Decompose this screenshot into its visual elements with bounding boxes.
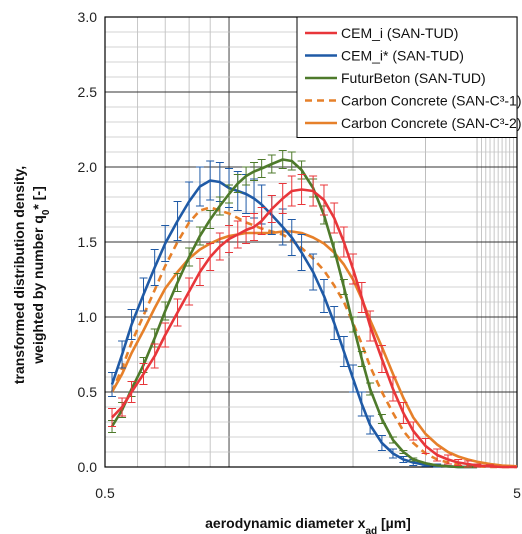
y-axis-title-sub: 0 (41, 209, 52, 215)
series-layer (108, 150, 518, 469)
y-tick-label: 3.0 (78, 9, 98, 25)
series-line (111, 188, 517, 469)
legend: CEM_i (SAN-TUD) CEM_i* (SAN-TUD) FuturBeto… (296, 16, 522, 138)
x-axis-title-unit: [µm] (377, 515, 411, 531)
y-tick-label: 2.5 (78, 84, 98, 100)
x-axis-title: aerodynamic diameter xad [µm] (205, 515, 411, 534)
series-1 (108, 174, 517, 469)
x-tick-label: 5 (513, 485, 521, 501)
y-tick-label: 2.0 (78, 159, 98, 175)
legend-label: CEM_i* (SAN-TUD) (341, 48, 464, 64)
legend-label: FuturBeton (SAN-TUD) (341, 70, 486, 86)
y-axis-title-tail: * [-] (30, 186, 46, 209)
legend-label: CEM_i (SAN-TUD) (341, 25, 458, 41)
x-tick-label: 0.5 (95, 485, 115, 501)
legend-label: Carbon Concrete (SAN-C³-1) (341, 93, 522, 109)
ticks-layer: 0.0 0.5 1.0 1.5 2.0 2.5 3.0 0.5 5 (78, 9, 522, 501)
y-axis-title-line1: transformed distribution density, (11, 166, 27, 384)
x-axis-title-sub: ad (365, 526, 377, 534)
y-tick-label: 0.0 (78, 459, 98, 475)
y-tick-label: 1.5 (78, 234, 98, 250)
y-tick-label: 0.5 (78, 384, 98, 400)
series-line (110, 179, 478, 469)
legend-label: Carbon Concrete (SAN-C³-2) (341, 115, 522, 131)
series-line (110, 230, 518, 468)
y-axis-title-main: weighted by number q (30, 215, 46, 365)
series-line (110, 158, 478, 469)
series-5 (110, 230, 518, 468)
y-tick-label: 1.0 (78, 309, 98, 325)
y-axis-title-line2: weighted by number q0* [-] (30, 186, 52, 364)
x-axis-title-main: aerodynamic diameter x (205, 515, 366, 531)
